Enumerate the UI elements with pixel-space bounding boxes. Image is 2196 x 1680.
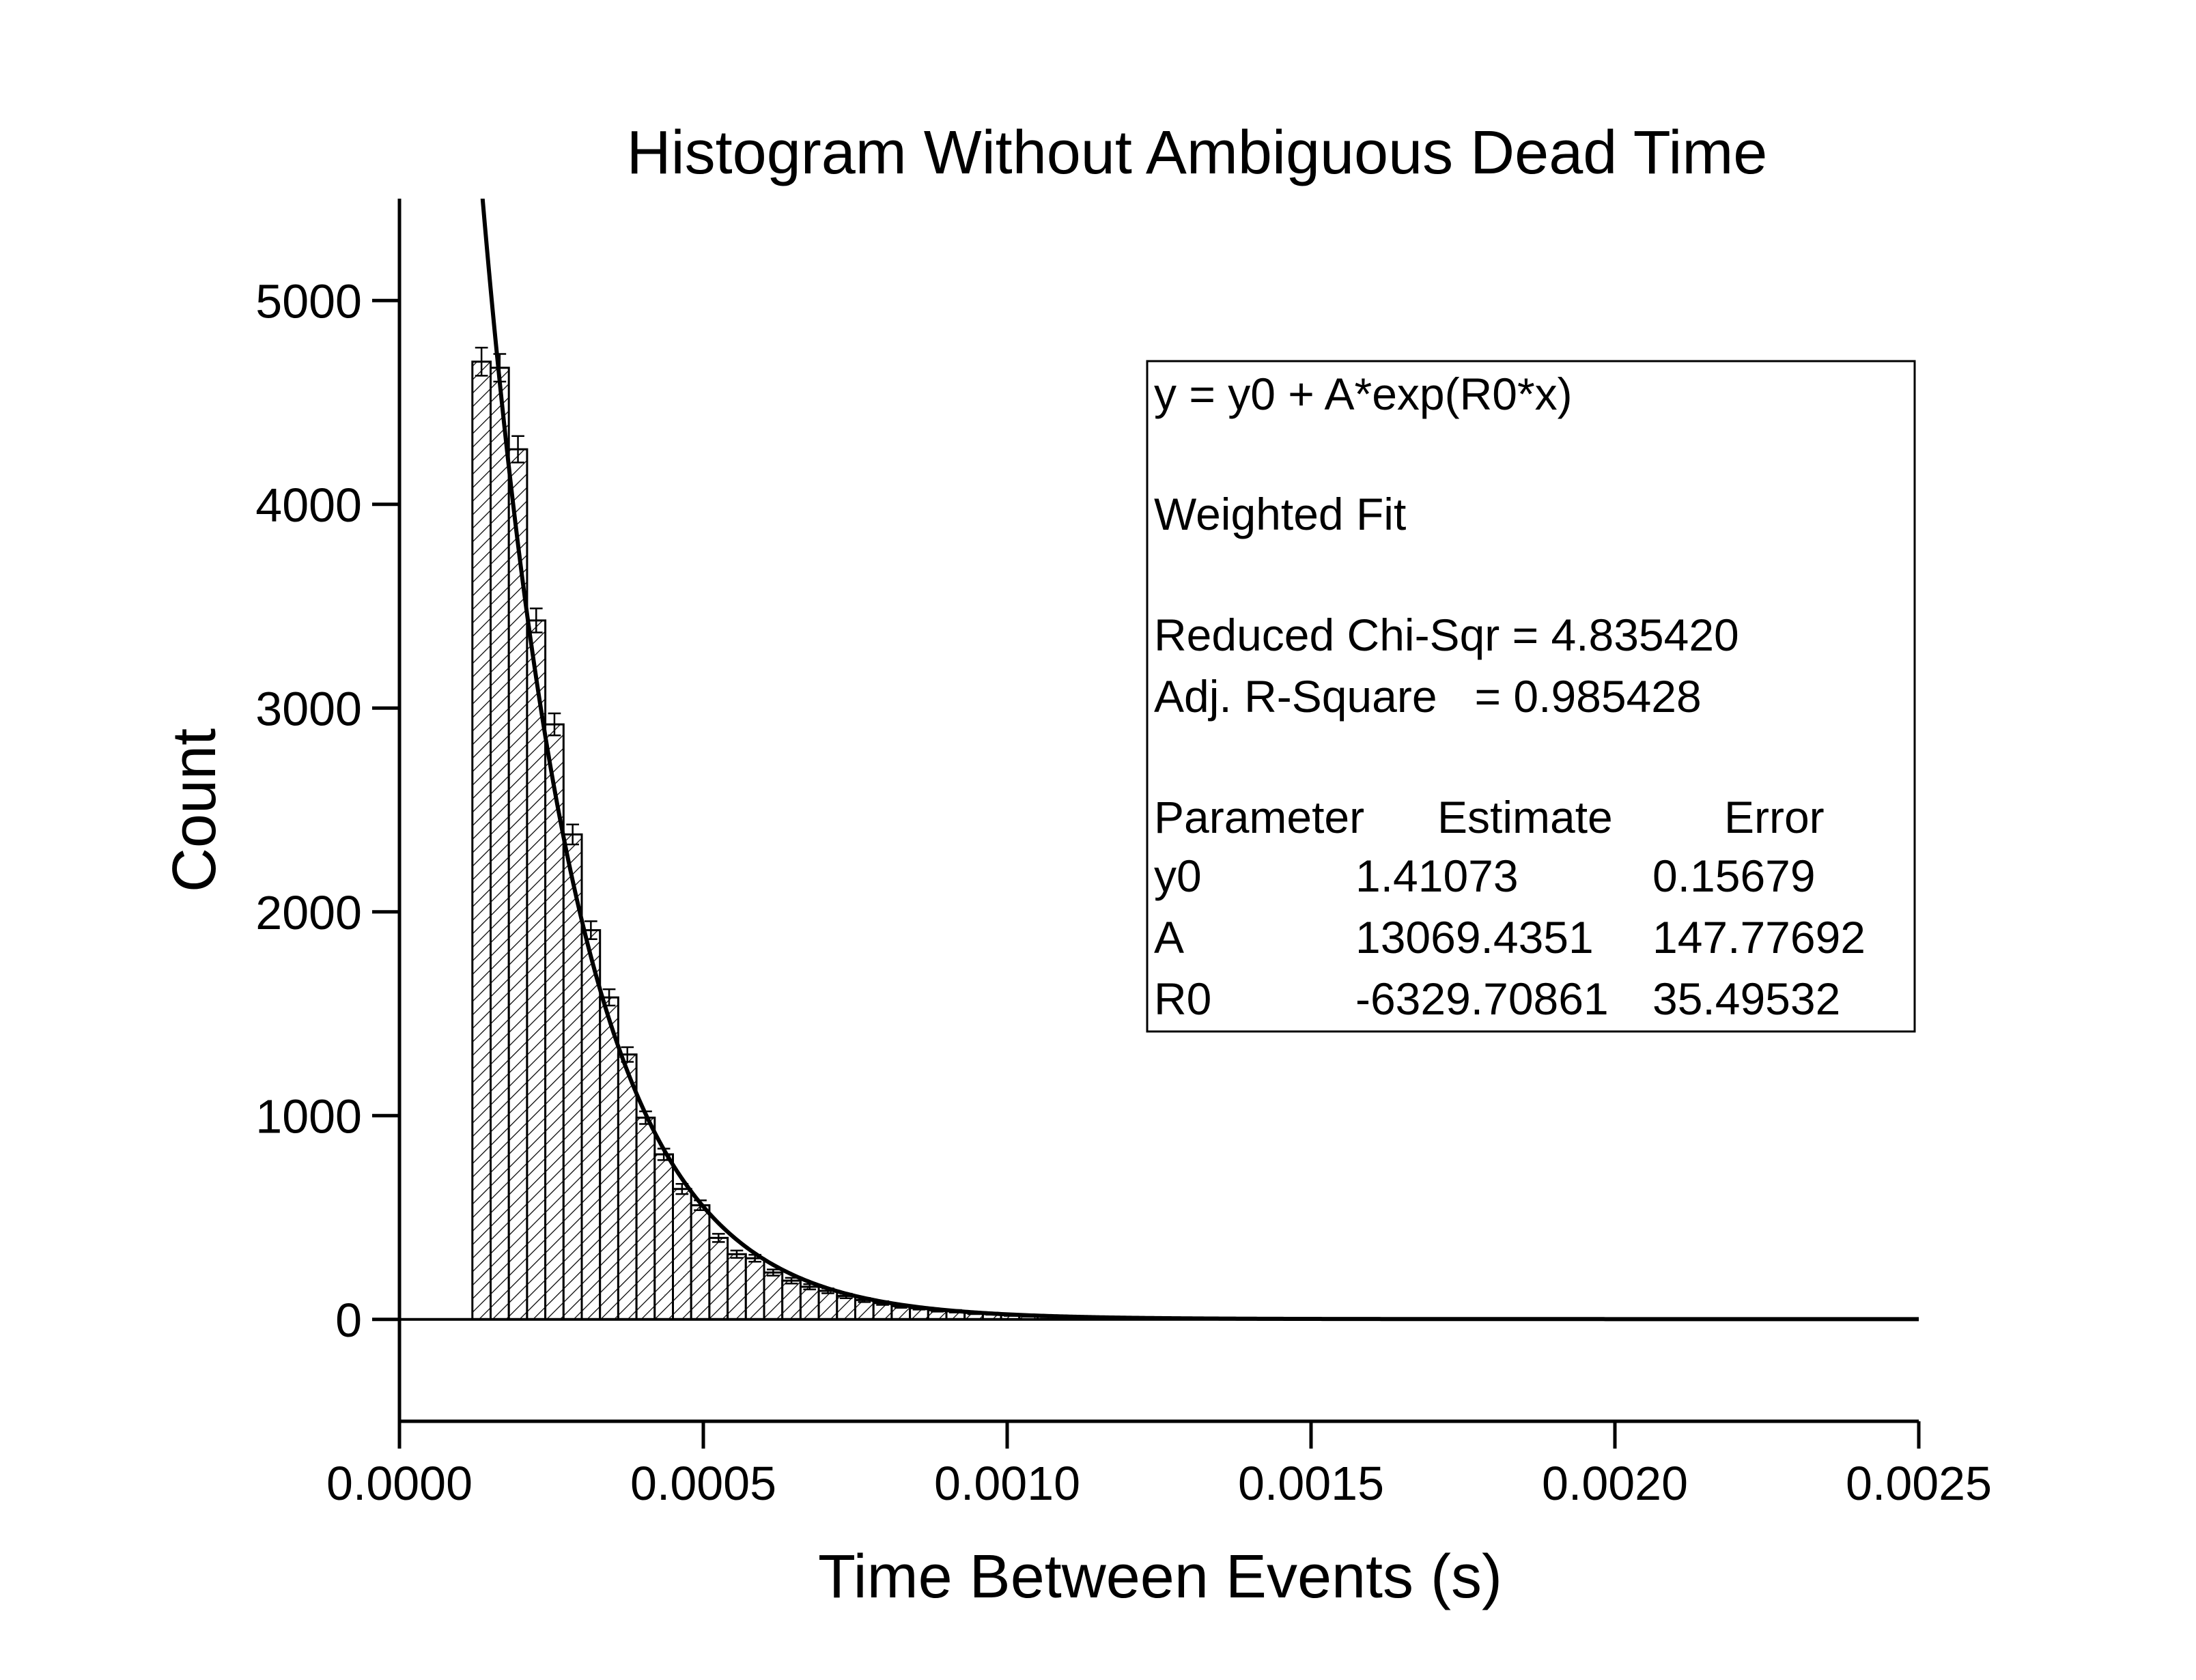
x-tick-label: 0.0000 [326,1457,473,1510]
error-bar [511,435,524,464]
fit-param: R0 [1154,973,1211,1024]
fit-header: Parameter [1154,792,1364,842]
chart-title: Histogram Without Ambiguous Dead Time [627,119,1768,187]
fit-box [1146,360,1916,1033]
fit-method: Weighted Fit [1154,489,1406,539]
error-bar [730,1249,744,1259]
fit-error: 35.49532 [1652,973,1840,1024]
x-tick-label: 0.0015 [1238,1457,1384,1510]
y-tick-label: 3000 [255,682,362,735]
bar [708,1236,729,1321]
bar [617,1053,638,1321]
bar [672,1188,692,1321]
x-tick-label: 0.0020 [1542,1457,1688,1510]
y-tick-label: 1000 [255,1090,362,1143]
fit-header: Estimate [1437,792,1613,842]
fit-stat: Reduced Chi-Sqr = 4.835420 [1154,610,1739,660]
fit-estimate: 13069.4351 [1355,912,1594,963]
y-tick-label: 2000 [255,886,362,939]
y-tick-label: 5000 [255,274,362,328]
fit-param: y0 [1154,851,1202,901]
bar [744,1257,765,1321]
bar [580,929,602,1321]
bar [635,1116,656,1321]
bar [781,1279,802,1321]
bar [653,1153,674,1321]
bar [854,1298,875,1321]
bar [817,1290,839,1321]
error-bar [529,608,543,633]
error-bar [566,823,579,846]
x-tick-label: 0.0025 [1846,1457,1992,1510]
fit-estimate: -6329.70861 [1355,973,1609,1024]
fit-param: A [1154,912,1184,963]
fit-curve [480,199,1919,1322]
bar [763,1271,784,1321]
fit-stat: Adj. R-Square = 0.985428 [1154,671,1702,722]
fit-equation: y = y0 + A*exp(R0*x) [1154,369,1573,419]
x-axis-title: Time Between Events (s) [818,1543,1502,1611]
bar [690,1204,711,1321]
x-tick-label: 0.0010 [934,1457,1080,1510]
y-tick-label: 0 [335,1294,362,1347]
y-axis-title: Count [160,728,229,892]
fit-estimate: 1.41073 [1355,851,1519,901]
fit-error: 147.77692 [1652,912,1866,963]
bar [836,1294,857,1321]
bar [471,360,492,1321]
fit-header: Error [1724,792,1825,842]
bar [727,1253,747,1321]
bar [490,367,510,1321]
bar [799,1285,820,1321]
x-tick-label: 0.0005 [630,1457,776,1510]
y-tick-label: 4000 [255,479,362,532]
error-bar [548,712,561,737]
error-bar [475,346,488,377]
bar [599,996,619,1321]
error-bar [712,1233,725,1243]
fit-error: 0.15679 [1652,851,1816,901]
